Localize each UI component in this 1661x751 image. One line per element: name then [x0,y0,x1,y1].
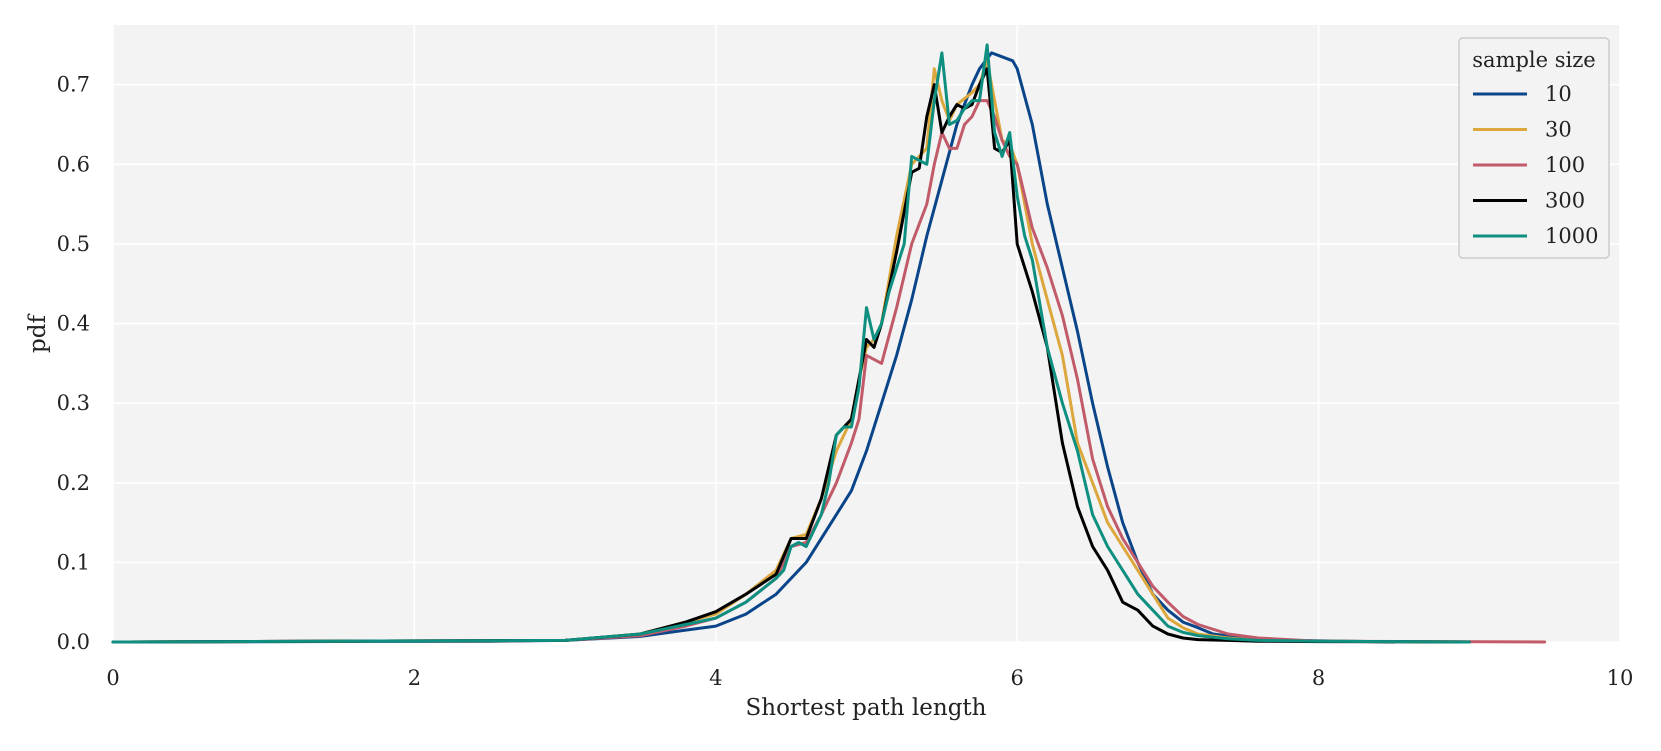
legend-items: 10 30 100 300 1000 [1473,82,1598,248]
x-tick-label: 2 [408,666,421,690]
x-tick-label: 8 [1312,666,1325,690]
legend-label-10: 10 [1545,82,1572,106]
x-tick-label: 6 [1011,666,1024,690]
legend-label-1000: 1000 [1545,224,1598,248]
y-tick-label: 0.5 [57,232,90,256]
legend-title: sample size [1472,48,1595,72]
y-tick-label: 0.3 [57,391,90,415]
x-tick-label: 4 [709,666,722,690]
y-tick-label: 0.1 [57,550,90,574]
y-tick-label: 0.0 [57,630,90,654]
y-axis-ticks: 0.0 0.1 0.2 0.3 0.4 0.5 0.6 0.7 [57,73,90,654]
x-tick-label: 10 [1607,666,1634,690]
grid-lines [112,25,1621,643]
y-tick-label: 0.7 [57,73,90,97]
legend-label-30: 30 [1545,118,1572,142]
x-axis-label: Shortest path length [746,695,987,721]
x-tick-label: 0 [106,666,119,690]
legend-label-300: 300 [1545,189,1585,213]
series-line-100 [111,99,1547,644]
y-axis-label: pdf [25,314,51,353]
series-line-10 [111,51,1396,644]
series-line-1000 [111,43,1471,644]
x-axis-ticks: 0 2 4 6 8 10 [106,666,1633,690]
legend: sample size 10 30 100 300 1000 [1458,37,1610,259]
plot-background [113,25,1620,642]
y-tick-label: 0.2 [57,471,90,495]
series-line-30 [111,59,1471,644]
legend-label-100: 100 [1545,153,1585,177]
y-tick-label: 0.4 [57,312,90,336]
series-lines [111,43,1547,644]
y-tick-label: 0.6 [57,152,90,176]
